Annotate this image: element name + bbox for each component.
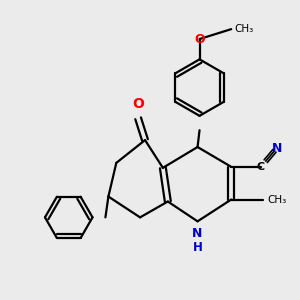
Text: N: N <box>272 142 282 154</box>
Text: N: N <box>192 227 203 240</box>
Text: O: O <box>194 32 205 46</box>
Text: CH₃: CH₃ <box>267 194 287 205</box>
Text: CH₃: CH₃ <box>234 24 254 34</box>
Text: H: H <box>193 241 202 254</box>
Text: C: C <box>257 162 265 172</box>
Text: O: O <box>132 97 144 111</box>
